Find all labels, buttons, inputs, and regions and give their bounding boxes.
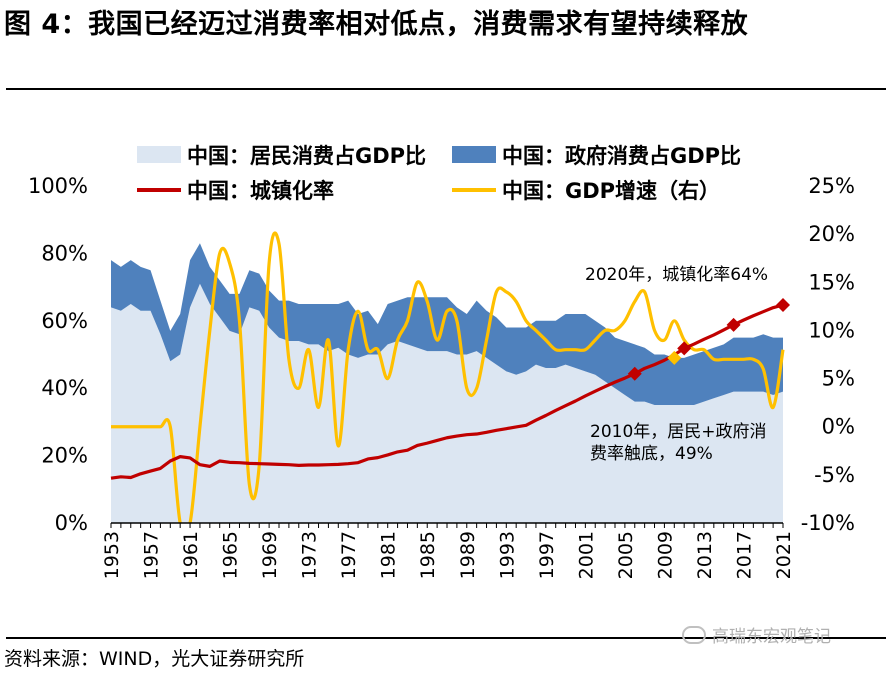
y-left-tick-label: 40% [41,376,88,400]
x-tick-label: 1989 [457,531,479,579]
annotation-consumption-trough-line1: 2010年，居民+政府消 [590,422,767,442]
watermark-text: 高瑞东宏观笔记 [712,627,831,647]
x-tick-label: 2009 [654,531,676,579]
legend-label-government: 中国：政府消费占GDP比 [502,144,741,168]
y-right-tick-label: 0% [822,415,855,439]
x-tick-label: 1997 [536,531,558,579]
y-right-tick-label: 25% [808,174,855,198]
chart-title: 图 4：我国已经迈过消费率相对低点，消费需求有望持续释放 [4,9,749,40]
legend-label-gdp-growth: 中国：GDP增速（右） [502,179,720,203]
y-left-tick-label: 0% [55,511,88,535]
annotation-consumption-trough-line2: 费率触底，49% [590,444,713,464]
x-tick-label: 1953 [101,531,123,579]
x-tick-label: 2001 [575,531,597,579]
source-note: 资料来源：WIND，光大证券研究所 [4,648,305,670]
x-tick-label: 1981 [378,531,400,579]
x-tick-label: 1961 [180,531,202,579]
x-tick-label: 1993 [496,531,518,579]
y-left-tick-label: 100% [28,174,88,198]
legend-swatch-household [137,146,181,163]
x-tick-label: 2021 [773,531,795,579]
y-right-tick-label: -5% [814,463,855,487]
urbanization-marker [776,297,790,312]
x-tick-label: 1965 [220,531,242,579]
urbanization-marker [726,317,741,332]
x-tick-label: 2013 [694,531,716,579]
area-government-consumption [111,243,783,406]
legend-swatch-government [452,146,496,163]
urbanization-marker [677,341,692,356]
x-tick-label: 1957 [141,531,163,579]
line-gdp-growth [111,231,785,523]
watermark: 高瑞东宏观笔记 [682,622,831,647]
y-right-tick-label: 20% [808,222,855,246]
wechat-icon [682,626,706,644]
x-tick-label: 1977 [338,531,360,579]
y-left-tick-label: 80% [41,241,88,265]
x-tick-label: 1973 [299,531,321,579]
top-divider [6,88,886,90]
y-right-tick-label: 5% [822,367,855,391]
consumption-trough-marker [667,350,682,365]
bottom-divider [6,637,886,639]
y-left-tick-label: 20% [41,444,88,468]
annotation-urbanization-2020: 2020年，城镇化率64% [585,265,768,285]
x-tick-label: 2017 [733,531,755,579]
urbanization-marker [627,366,642,381]
x-tick-label: 2005 [615,531,637,579]
x-tick-label: 1985 [417,531,439,579]
y-right-tick-label: 10% [808,318,855,342]
legend-label-urbanization: 中国：城镇化率 [187,179,334,203]
legend-label-household: 中国：居民消费占GDP比 [187,144,426,168]
y-right-tick-label: -10% [801,511,855,535]
x-tick-label: 1969 [259,531,281,579]
y-left-tick-label: 60% [41,309,88,333]
y-right-tick-label: 15% [808,270,855,294]
